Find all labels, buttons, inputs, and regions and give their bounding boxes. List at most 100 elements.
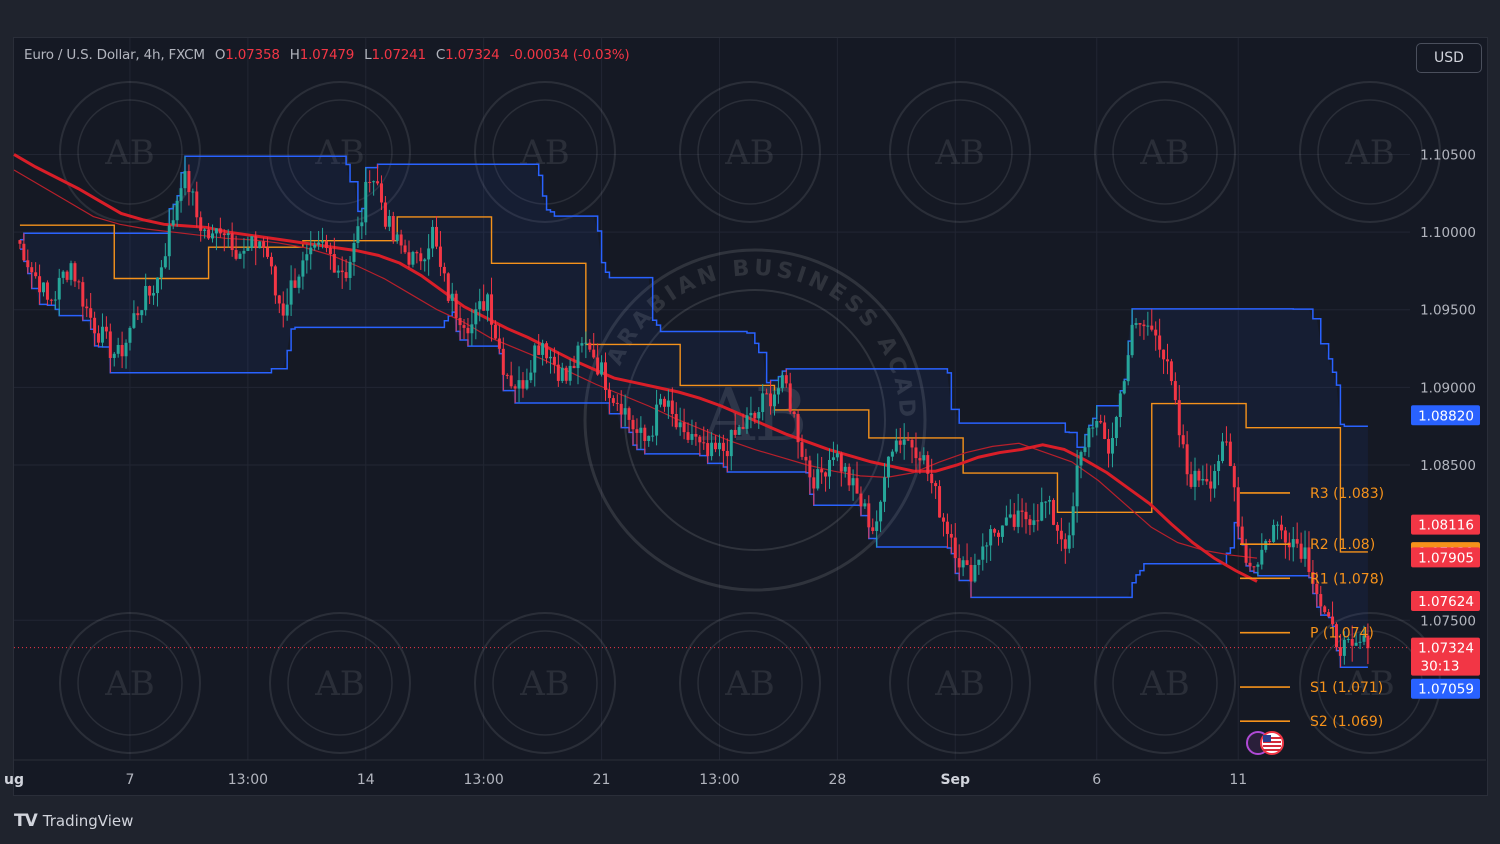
candle: [69, 260, 73, 286]
candle: [556, 351, 560, 387]
candle-body: [733, 429, 737, 435]
candle-body: [1107, 438, 1111, 454]
candle: [843, 462, 847, 478]
candle: [816, 453, 820, 491]
candle-body: [309, 247, 313, 255]
candle: [1110, 422, 1114, 468]
candle: [977, 559, 981, 575]
candle: [218, 217, 222, 238]
candle: [1114, 415, 1118, 446]
candle-body: [136, 313, 140, 316]
candle-body: [537, 345, 541, 355]
candle: [152, 285, 156, 305]
candle: [1283, 526, 1287, 559]
candle: [179, 172, 183, 213]
candle-body: [953, 537, 957, 559]
watermark-ring: [269, 612, 411, 754]
candle-body: [431, 226, 435, 249]
candle: [1016, 493, 1020, 534]
candle: [957, 544, 961, 581]
symbol-name[interactable]: Euro / U.S. Dollar, 4h, FXCM: [24, 47, 205, 63]
candle-body: [776, 388, 780, 395]
candle: [411, 250, 415, 268]
candle: [702, 426, 706, 450]
candle-body: [1036, 520, 1040, 522]
candle: [348, 256, 352, 290]
watermark-monogram: AB: [934, 133, 985, 173]
candle-body: [1319, 594, 1323, 607]
candle-body: [926, 455, 930, 474]
candle: [45, 280, 49, 306]
candle: [855, 461, 859, 494]
candle: [258, 241, 262, 249]
candle-body: [1028, 519, 1032, 525]
candle: [1185, 431, 1189, 486]
x-axis: ug 7 13:00 14 13:00 21 13:00 28 Sep 6 11: [4, 759, 1486, 788]
candle: [517, 366, 521, 403]
candle: [163, 243, 167, 269]
candle: [352, 233, 356, 276]
candle: [293, 268, 297, 289]
candle-body: [965, 560, 969, 565]
candle: [792, 411, 796, 418]
candle-body: [1122, 381, 1126, 394]
candle: [678, 407, 682, 436]
candle-body: [45, 282, 49, 300]
close-label: C: [435, 47, 446, 63]
x-axis-tick-label: ug: [4, 772, 24, 788]
candle: [332, 237, 336, 273]
candle-body: [1185, 444, 1189, 475]
candle-body: [144, 286, 148, 311]
candle-body: [552, 356, 556, 365]
candle-body: [273, 266, 277, 296]
candle-body: [328, 248, 332, 255]
candle: [1276, 521, 1280, 540]
candle-body: [419, 253, 423, 262]
candle-body: [647, 435, 651, 441]
candle: [592, 333, 596, 359]
currency-button[interactable]: USD: [1416, 43, 1482, 73]
candle: [1067, 522, 1071, 554]
candle-body: [254, 236, 258, 249]
candle-body: [1201, 479, 1205, 481]
candle: [635, 418, 639, 450]
candle-body: [863, 503, 867, 507]
candle-body: [1169, 361, 1173, 382]
candle: [1260, 533, 1264, 570]
candle-body: [423, 259, 427, 262]
candle: [1103, 415, 1107, 440]
candle: [863, 499, 867, 509]
candle: [560, 362, 564, 384]
candle-body: [938, 486, 942, 518]
tradingview-logo[interactable]: TV TradingView: [14, 810, 133, 832]
candle-body: [391, 216, 395, 241]
candle-body: [65, 271, 69, 280]
candle: [1338, 634, 1342, 668]
candle-body: [1173, 381, 1177, 401]
candle-body: [1162, 349, 1166, 360]
candle: [1240, 516, 1244, 545]
candle-body: [116, 344, 120, 354]
candle-body: [454, 293, 458, 318]
candle: [301, 251, 305, 290]
candle: [1248, 548, 1252, 572]
watermark-ring: [889, 612, 1031, 754]
candle: [1059, 517, 1063, 552]
candle-body: [548, 356, 552, 359]
candle-body: [1181, 435, 1185, 445]
candle: [1228, 433, 1232, 467]
candle: [533, 343, 537, 387]
candle-body: [348, 261, 352, 278]
candle-body: [69, 263, 73, 280]
y-axis-tick-label: 1.10000: [1420, 225, 1476, 241]
candle-body: [435, 226, 439, 247]
candle-body: [1209, 481, 1213, 489]
candle: [784, 368, 788, 388]
candle-body: [659, 398, 663, 405]
candle: [851, 469, 855, 501]
candle: [714, 435, 718, 453]
candle-body: [678, 422, 682, 428]
price-tag-value: 1.08820: [1418, 408, 1474, 424]
candle-body: [1252, 566, 1256, 568]
